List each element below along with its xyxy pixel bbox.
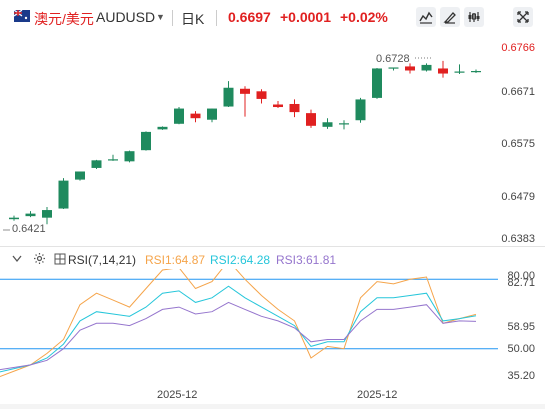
candle-body[interactable] [438, 68, 448, 74]
low-annotation: 0.6421 [12, 223, 46, 235]
candle-body[interactable] [108, 159, 118, 161]
period-selector[interactable]: 日K [181, 11, 205, 27]
rsi-chart[interactable] [0, 269, 498, 387]
bottom-scrollbar[interactable] [0, 404, 545, 409]
rsi-axis-label: 80.00 [507, 270, 535, 282]
symbol-dropdown-icon[interactable]: ▼ [156, 12, 165, 22]
draw-button[interactable] [440, 7, 460, 27]
candle-body[interactable] [58, 180, 69, 209]
price-axis-label: 0.6383 [501, 233, 535, 245]
candlestick-chart[interactable] [0, 34, 498, 243]
candle-body[interactable] [372, 68, 382, 98]
candle-body[interactable] [91, 160, 102, 168]
candle-body[interactable] [273, 104, 283, 108]
candle-body[interactable] [207, 108, 217, 120]
candle-body[interactable] [124, 151, 135, 162]
candle-body[interactable] [289, 103, 300, 113]
rsi1-value: RSI1:64.87 [145, 253, 206, 267]
indicator-grid-icon[interactable] [54, 253, 66, 265]
candle-body[interactable] [223, 87, 234, 107]
rsi2-line [0, 285, 477, 373]
rsi1-line [0, 269, 477, 377]
rsi-axis-label: 82.71 [507, 277, 535, 289]
candle-body[interactable] [339, 123, 349, 125]
rsi3-line [0, 301, 477, 371]
price-axis-label: 0.6479 [501, 191, 535, 203]
candle-body[interactable] [388, 67, 399, 69]
panel-divider [0, 246, 545, 247]
draw-icon [443, 12, 456, 24]
divider [216, 10, 217, 26]
candle-body[interactable] [306, 113, 316, 126]
candle-body[interactable] [141, 131, 151, 151]
chart-type-button[interactable] [416, 7, 436, 27]
candle-body[interactable] [157, 126, 168, 130]
candle-body[interactable] [405, 66, 415, 71]
price-axis-label: 0.6671 [501, 86, 535, 98]
indicator-icon [468, 12, 480, 22]
rsi3-value: RSI3:61.81 [276, 253, 337, 267]
rsi-axis: 80.00 82.71 58.95 50.00 35.20 [498, 269, 545, 387]
chart-type-icon [419, 11, 433, 24]
settings-icon[interactable] [33, 252, 46, 265]
candle-body[interactable] [256, 91, 267, 99]
fullscreen-button[interactable] [513, 7, 533, 27]
price-axis: 0.6766 0.6671 0.6575 0.6479 0.6383 [498, 34, 545, 409]
price-axis-label: 0.6575 [501, 138, 535, 150]
candle-body[interactable] [240, 88, 250, 94]
chart-header: 澳元/美元 AUDUSD ▼ 日K 0.6697 +0.0001 +0.02% [0, 0, 545, 34]
candle-body[interactable] [355, 99, 366, 121]
price-change: +0.0001 [280, 9, 331, 25]
candle-body[interactable] [454, 71, 465, 73]
candle-body[interactable] [421, 64, 432, 71]
rsi-axis-label: 50.00 [507, 343, 535, 355]
candle-body[interactable] [75, 171, 85, 180]
x-axis-label: 2025-12 [357, 389, 398, 401]
x-axis-label: 2025-12 [157, 389, 198, 401]
rsi-name[interactable]: RSI(7,14,21) [68, 253, 137, 267]
candle-body[interactable] [42, 210, 52, 218]
candle-body[interactable] [190, 113, 201, 119]
candle-body[interactable] [174, 108, 184, 124]
rsi-axis-label: 58.95 [507, 321, 535, 333]
last-price: 0.6697 [228, 9, 271, 25]
candle-body[interactable] [9, 217, 19, 220]
rsi-axis-label: 35.20 [507, 370, 535, 382]
collapse-icon[interactable] [11, 253, 23, 265]
divider [172, 10, 173, 26]
fullscreen-icon [517, 11, 529, 23]
price-change-percent: +0.02% [340, 9, 388, 25]
australia-flag-icon [14, 10, 30, 22]
high-annotation: 0.6728 [376, 53, 410, 65]
symbol-code[interactable]: AUDUSD [96, 9, 156, 25]
price-axis-label: 0.6766 [501, 42, 535, 54]
candle-body[interactable] [471, 71, 481, 73]
symbol-cn[interactable]: 澳元/美元 [34, 11, 94, 27]
candle-body[interactable] [25, 213, 36, 217]
candle-body[interactable] [322, 122, 333, 127]
rsi2-value: RSI2:64.28 [210, 253, 271, 267]
indicator-button[interactable] [464, 7, 484, 27]
